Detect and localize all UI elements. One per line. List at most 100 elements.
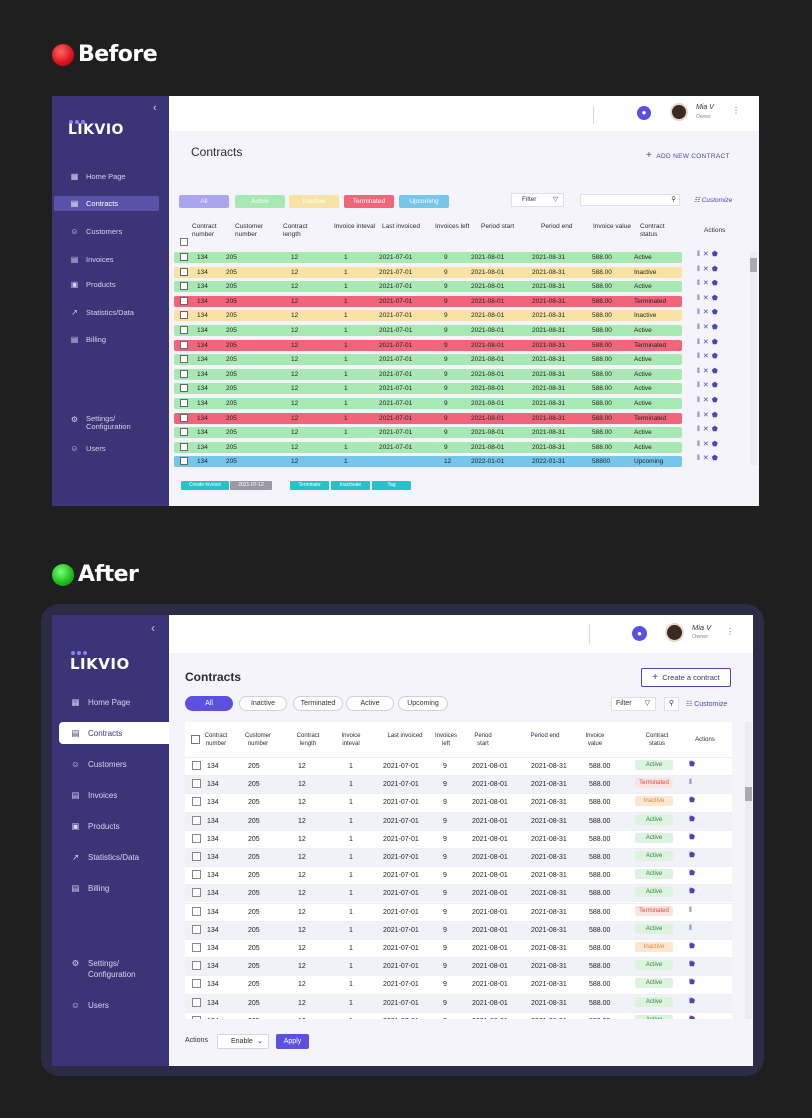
create-invoice-button[interactable]: Create invoice <box>181 481 229 490</box>
row-checkbox[interactable] <box>192 943 201 952</box>
sidebar-item-contracts[interactable]: ▤ Contracts <box>59 722 169 744</box>
table-row[interactable]: 134 205 12 1 12 2022-01-01 2022-01-31 58800 Upco… <box>174 456 682 468</box>
scrollbar-thumb[interactable] <box>745 787 752 801</box>
table-row[interactable]: 134 205 12 1 2021-07-01 9 2021-08-01 2021-08-31… <box>185 884 732 903</box>
row-checkbox[interactable] <box>192 979 201 989</box>
column-header[interactable]: Invoice inteval <box>341 733 361 747</box>
customize-button[interactable]: ☷ Customize <box>686 701 728 708</box>
tab-active[interactable]: Active <box>235 195 285 208</box>
table-row[interactable]: 134 205 12 1 2021-07-01 9 2021-08-01 2021-08-31… <box>174 383 682 395</box>
row-checkbox[interactable] <box>192 833 201 843</box>
pause-icon[interactable]: ‖ <box>697 251 703 258</box>
tag-icon[interactable]: ⬟ <box>711 309 721 317</box>
column-header[interactable]: Contract status <box>640 223 665 238</box>
pause-icon[interactable]: ‖ <box>697 455 703 463</box>
sidebar-item-customers[interactable]: ☺ Customers <box>59 753 169 775</box>
close-icon[interactable]: ✕ <box>702 280 712 288</box>
kebab-menu-icon[interactable]: ⋮ <box>732 106 740 115</box>
filter-button[interactable]: Filter ▽ <box>511 193 564 207</box>
close-icon[interactable]: ✕ <box>702 309 712 317</box>
avatar[interactable] <box>665 623 684 642</box>
pause-icon[interactable]: ‖ <box>689 833 695 841</box>
scrollbar[interactable] <box>750 252 757 465</box>
tag-button[interactable]: Tag <box>372 481 411 490</box>
table-row[interactable]: 134 205 12 1 2021-07-01 9 2021-08-01 2021-08-31… <box>185 993 732 1012</box>
row-checkbox[interactable] <box>192 924 201 934</box>
table-row[interactable]: 134 205 12 1 2021-07-01 9 2021-08-01 2021-08-31… <box>174 398 682 409</box>
column-header[interactable]: Invoices left <box>435 223 470 230</box>
tab-active[interactable]: Active <box>346 696 394 711</box>
invoice-date-field[interactable]: 2021-07-12 <box>230 481 272 490</box>
sidebar-item-statistics-data[interactable]: ↗ Statistics/Data <box>54 305 159 320</box>
scrollbar[interactable] <box>745 722 752 1019</box>
column-header[interactable]: Contract number <box>192 223 217 238</box>
table-row[interactable]: 134 205 12 1 2021-07-01 9 2021-08-01 2021-08-31… <box>185 920 732 939</box>
column-header[interactable]: Actions <box>704 227 726 234</box>
row-checkbox[interactable] <box>192 779 201 789</box>
row-checkbox[interactable] <box>180 413 188 422</box>
sidebar-item-billing[interactable]: ▤ Billing <box>54 332 159 347</box>
pause-icon[interactable]: ‖ <box>697 324 703 331</box>
column-header[interactable]: Invoice inteval <box>334 223 376 230</box>
tag-icon[interactable]: ⬟ <box>689 761 699 768</box>
inactivate-button[interactable]: Inactivate <box>331 481 370 490</box>
select-all-checkbox[interactable] <box>191 735 200 744</box>
close-icon[interactable]: ✕ <box>702 265 712 273</box>
close-icon[interactable]: ✕ <box>702 426 712 434</box>
tab-terminated[interactable]: Terminated <box>344 195 394 208</box>
close-icon[interactable]: ✕ <box>702 294 712 302</box>
close-icon[interactable]: ✕ <box>689 761 698 768</box>
pause-icon[interactable]: ‖ <box>697 294 703 302</box>
tag-icon[interactable]: ⬟ <box>689 870 699 878</box>
table-row[interactable]: 134 205 12 1 2021-07-01 9 2021-08-01 2021-08-31… <box>174 427 682 439</box>
row-checkbox[interactable] <box>180 253 188 261</box>
tab-upcoming[interactable]: Upcoming <box>399 195 449 208</box>
table-row[interactable]: 134 205 12 1 2021-07-01 9 2021-08-01 2021-08-31… <box>185 1011 732 1019</box>
pause-icon[interactable]: ‖ <box>697 426 703 434</box>
sidebar-item-invoices[interactable]: ▤ Invoices <box>54 252 159 267</box>
tag-icon[interactable]: ⬟ <box>689 997 699 1005</box>
sidebar-item-settings[interactable]: ⚙ Settings/Configuration <box>54 415 159 435</box>
sidebar-item-settings[interactable]: ⚙ Settings/Configuration <box>59 958 169 984</box>
table-row[interactable]: 134 205 12 1 2021-07-01 9 2021-08-01 2021-08-31… <box>174 368 682 380</box>
terminate-button[interactable]: Terminate <box>290 481 329 490</box>
table-row[interactable]: 134 205 12 1 2021-07-01 9 2021-08-01 2021-08-31… <box>174 354 682 366</box>
close-icon[interactable]: ✕ <box>702 251 712 258</box>
sidebar-item-billing[interactable]: ▤ Billing <box>59 877 169 899</box>
table-row[interactable]: 134 205 12 1 2021-07-01 9 2021-08-01 2021-08-31… <box>174 310 682 322</box>
tab-all[interactable]: All <box>179 195 229 208</box>
close-icon[interactable]: ✕ <box>702 367 712 375</box>
pause-icon[interactable]: ‖ <box>697 353 703 361</box>
tag-icon[interactable]: ⬟ <box>689 1011 698 1019</box>
tab-terminated[interactable]: Terminated <box>293 696 343 711</box>
row-checkbox[interactable] <box>180 442 188 451</box>
search-button[interactable]: ⚲ <box>664 697 679 711</box>
close-icon[interactable]: ✕ <box>702 382 712 390</box>
collapse-icon[interactable]: ‹ <box>151 621 155 635</box>
close-icon[interactable]: ✕ <box>702 324 712 331</box>
table-row[interactable]: 134 205 12 1 2021-07-01 9 2021-08-01 2021-08-31… <box>174 281 682 293</box>
tag-icon[interactable]: ⬟ <box>689 888 699 896</box>
sidebar-item-statistics-data[interactable]: ↗ Statistics/Data <box>59 846 169 868</box>
tag-icon[interactable]: ⬟ <box>711 397 721 404</box>
table-row[interactable]: 134 205 12 1 2021-07-01 9 2021-08-01 2021-08-31… <box>185 975 732 993</box>
tag-icon[interactable]: ⬟ <box>689 979 699 987</box>
pause-icon[interactable]: ‖ <box>689 924 695 932</box>
row-checkbox[interactable] <box>180 340 188 349</box>
table-row[interactable]: 134 205 12 1 2021-07-01 9 2021-08-01 2021-08-31… <box>185 902 732 921</box>
tag-icon[interactable]: ⬟ <box>711 382 721 390</box>
pause-icon[interactable]: ‖ <box>689 870 695 878</box>
row-checkbox[interactable] <box>192 852 201 861</box>
row-checkbox[interactable] <box>192 961 201 971</box>
row-checkbox[interactable] <box>180 369 188 378</box>
bell-icon[interactable]: ● <box>632 626 647 641</box>
sidebar-item-products[interactable]: ▣ Products <box>54 277 159 292</box>
row-checkbox[interactable] <box>180 267 188 276</box>
bulk-action-select[interactable]: Enable ⌄ <box>217 1034 269 1049</box>
table-row[interactable]: 134 205 12 1 2021-07-01 9 2021-08-01 2021-08-31… <box>185 957 732 976</box>
sidebar-item-contracts[interactable]: ▤ Contracts <box>54 196 159 211</box>
pause-icon[interactable]: ‖ <box>689 943 695 950</box>
row-checkbox[interactable] <box>180 311 188 320</box>
row-checkbox[interactable] <box>192 797 201 807</box>
tag-icon[interactable]: ⬟ <box>711 367 721 375</box>
